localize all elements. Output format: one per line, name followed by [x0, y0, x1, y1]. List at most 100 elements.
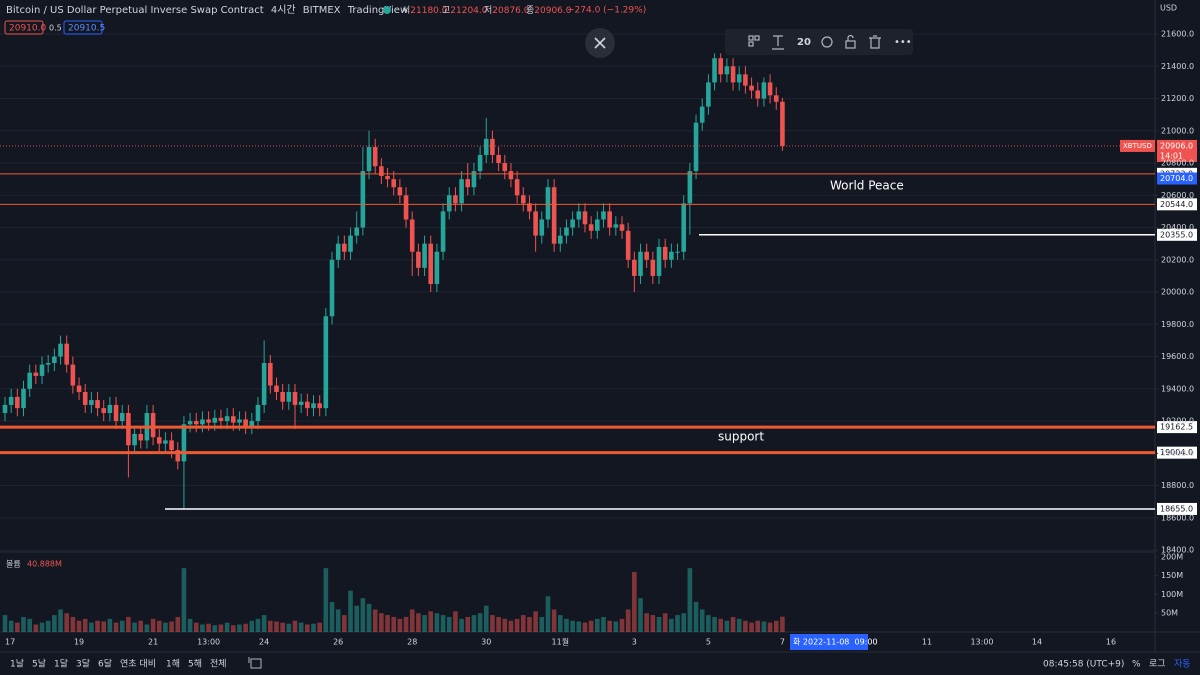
volume-bar — [650, 615, 656, 632]
candle-body — [317, 403, 322, 409]
candle-body — [650, 259, 656, 276]
candle-body — [292, 392, 298, 405]
volume-bar — [70, 616, 76, 632]
volume-bar — [52, 615, 57, 632]
level-label-box — [1157, 228, 1197, 241]
candle-body — [687, 171, 693, 204]
symbol-tag: XBTUSD — [1123, 142, 1152, 150]
log-toggle[interactable]: 로그 — [1149, 660, 1166, 670]
x-tick-label: 24 — [259, 638, 269, 647]
candle-body — [385, 175, 390, 180]
candle-body — [58, 343, 63, 357]
candle-body — [428, 243, 434, 284]
candle-body — [21, 388, 26, 409]
volume-bar — [292, 620, 298, 632]
volume-bar — [502, 618, 508, 632]
volume-bar — [156, 620, 162, 632]
candle-body — [255, 404, 261, 422]
template-icon[interactable] — [748, 35, 754, 41]
buy-box[interactable] — [63, 20, 103, 35]
range-button[interactable]: 5해 — [188, 659, 202, 670]
candle-body — [33, 372, 39, 376]
candle-body — [483, 138, 489, 155]
candle-body — [280, 392, 285, 402]
more-icon[interactable]: ••• — [894, 37, 912, 48]
candle-body — [662, 246, 668, 260]
x-tick-label: 13:00 — [197, 638, 220, 647]
volume-bar — [27, 618, 32, 632]
date-range-icon[interactable] — [248, 657, 262, 669]
candle-body — [477, 154, 483, 172]
delete-icon[interactable] — [869, 35, 881, 49]
volume-bar — [471, 615, 477, 632]
line-width[interactable]: 20 — [797, 37, 811, 48]
candle-body — [743, 74, 748, 86]
range-button[interactable]: 연초 대비 — [120, 659, 156, 670]
range-button[interactable]: 6달 — [98, 658, 112, 670]
volume-bar — [255, 618, 261, 632]
annotation[interactable]: World Peace — [830, 179, 904, 193]
volume-bar — [644, 613, 649, 632]
candle-body — [730, 66, 736, 83]
candle-body — [372, 146, 378, 167]
candle-body — [305, 401, 310, 409]
volume-bar — [15, 622, 20, 632]
y-tick-label: 20000.0 — [1161, 288, 1194, 297]
volume-bar — [329, 601, 335, 632]
volume-bar — [539, 616, 545, 632]
volume-bar — [39, 622, 45, 632]
annotation[interactable]: support — [718, 430, 764, 444]
x-tick-label: 19 — [74, 638, 84, 647]
volume-bar — [490, 615, 495, 632]
x-tick-label: 16 — [1106, 638, 1116, 647]
percent-toggle[interactable]: % — [1132, 660, 1141, 670]
ohlc-label: 고 — [442, 6, 450, 16]
volume-bar — [669, 618, 674, 632]
text-style-icon[interactable] — [772, 35, 784, 50]
candle-body — [490, 138, 495, 155]
range-button[interactable]: 5날 — [32, 659, 46, 670]
range-button[interactable]: 1날 — [10, 659, 24, 670]
candle-body — [119, 412, 125, 422]
volume-bar — [595, 618, 600, 632]
candle-body — [773, 95, 779, 102]
volume-bar — [459, 618, 464, 632]
close-icon — [594, 37, 606, 49]
range-button[interactable]: 1달 — [54, 658, 68, 670]
level-label-box — [1157, 446, 1197, 459]
range-button[interactable]: 1해 — [166, 659, 180, 670]
volume-bar — [625, 609, 631, 632]
level-label: 20355.0 — [1160, 230, 1193, 239]
y-tick-label: 19800.0 — [1161, 320, 1194, 329]
settings-icon[interactable] — [821, 36, 833, 48]
candle-body — [249, 421, 255, 426]
bottom-bar: 1날 5날 1달 3달 6달 연초 대비 1해 5해 전체 08:45:58 (UTC+9)% 로그… — [10, 658, 1191, 670]
volume-bar — [699, 609, 705, 632]
x-tick-label: 28 — [407, 638, 417, 647]
range-button[interactable]: 3달 — [76, 658, 90, 670]
volume-bar — [150, 618, 156, 632]
volume-bar — [687, 568, 693, 632]
candle-body — [619, 224, 625, 231]
candle-body — [391, 179, 397, 188]
volume-bar — [632, 571, 637, 632]
volume-bar — [379, 613, 384, 632]
volume-bar — [335, 609, 341, 632]
lock-icon[interactable] — [845, 40, 856, 49]
sell-box[interactable] — [4, 20, 44, 35]
volume-bar — [761, 621, 767, 632]
crosshair-time: 화 2022-11-08 09:00 — [793, 638, 878, 647]
level-label: 19004.0 — [1160, 448, 1193, 457]
volume-bar — [706, 615, 711, 632]
candle-body — [52, 356, 57, 364]
volume-bar — [237, 624, 242, 632]
auto-toggle[interactable]: 자동 — [1174, 659, 1191, 670]
candle-body — [298, 401, 304, 405]
candle-body — [471, 171, 477, 188]
y-tick-label: 20200.0 — [1161, 255, 1194, 264]
range-button[interactable]: 전체 — [210, 659, 227, 670]
volume-bar — [576, 621, 582, 632]
volume-bar — [656, 616, 662, 632]
